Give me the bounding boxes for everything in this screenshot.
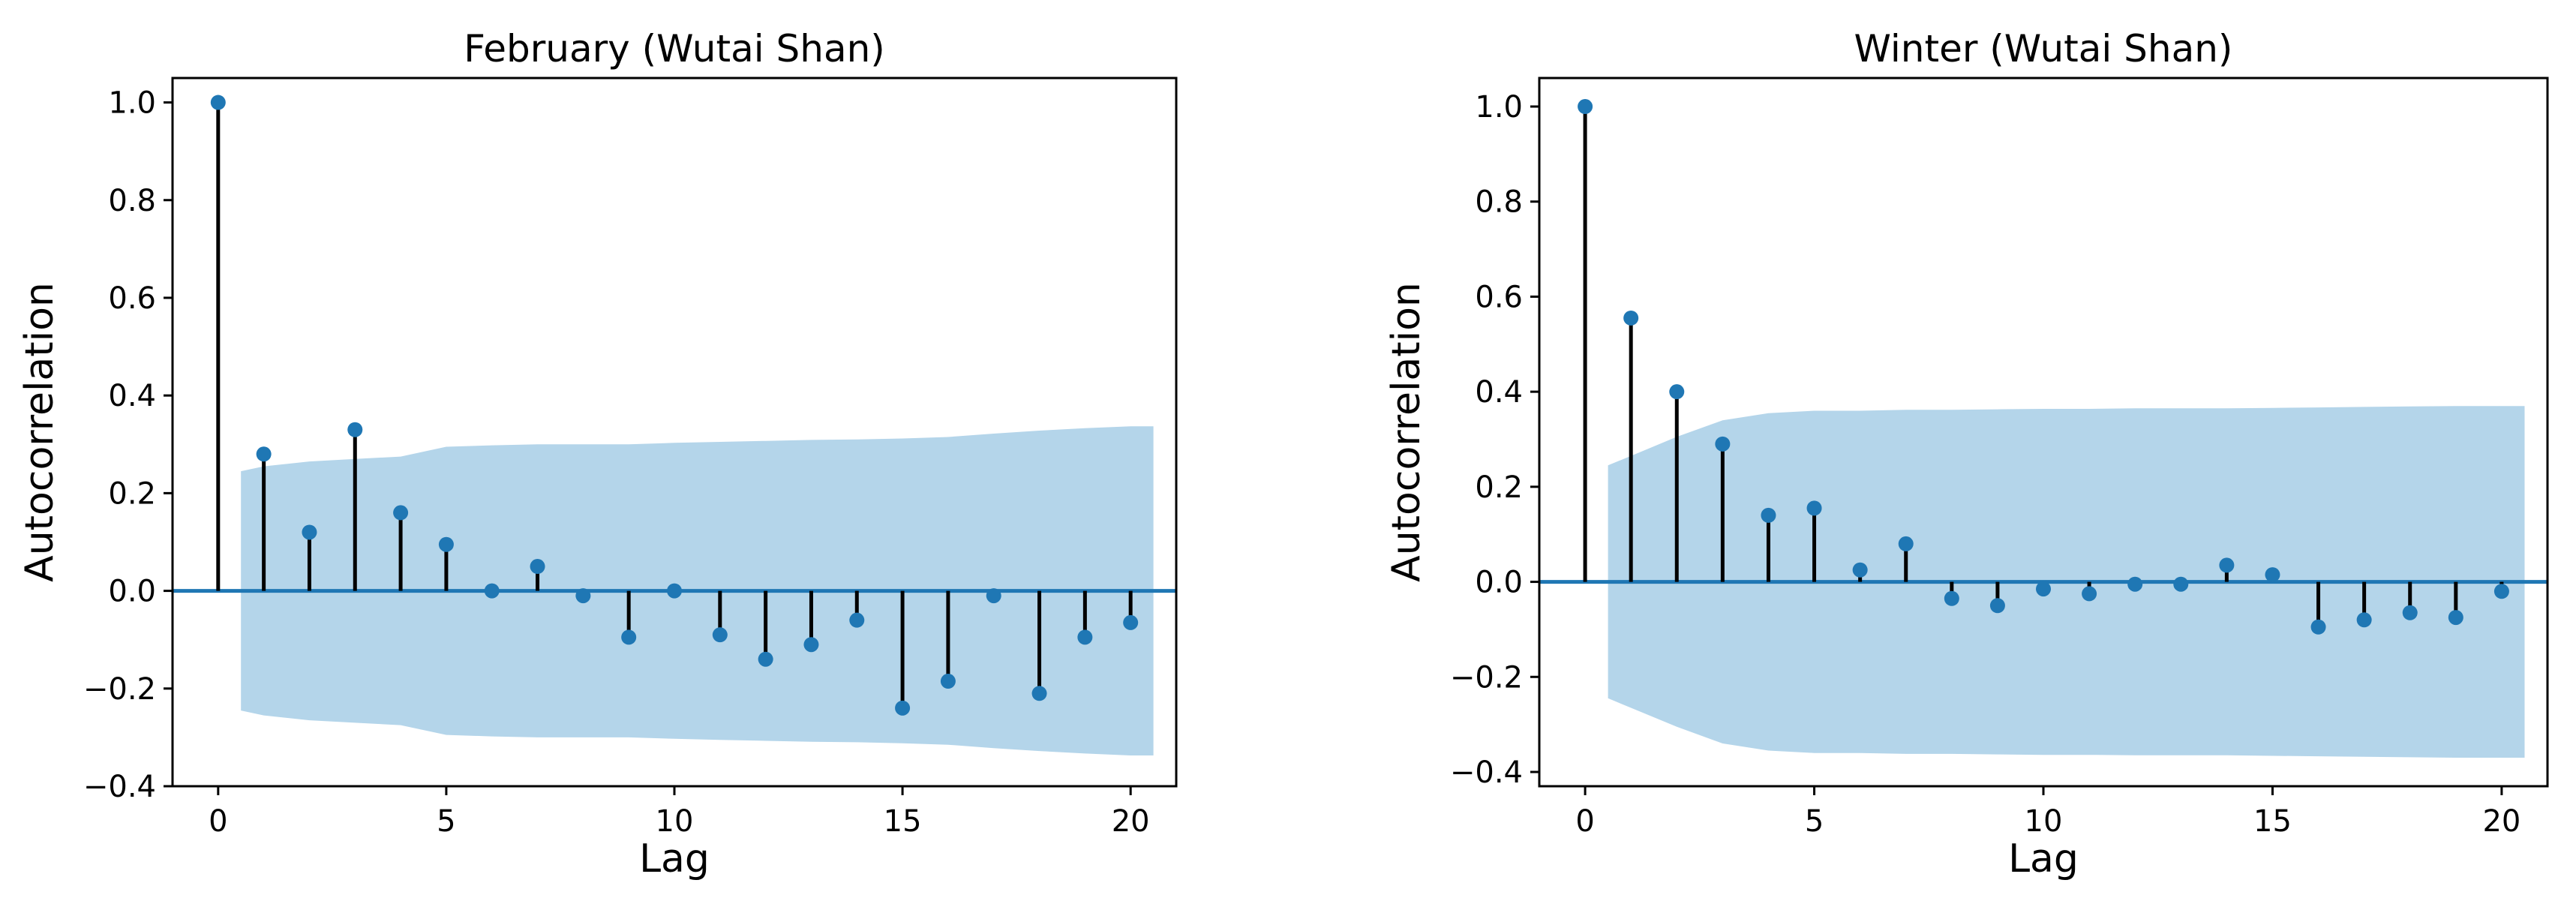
y-tick-label: 0.6 — [108, 281, 156, 316]
marker-lag-0 — [1578, 99, 1593, 115]
markers-group — [1578, 99, 2509, 635]
x-tick-label: 5 — [437, 804, 455, 839]
marker-lag-14 — [849, 612, 865, 628]
y-tick-label: 0.2 — [108, 476, 156, 511]
y-tick-label: −0.4 — [83, 770, 156, 804]
y-tick-label: 0.0 — [1475, 566, 1523, 600]
markers-group — [210, 95, 1139, 716]
y-axis-label: Autocorrelation — [17, 282, 62, 582]
chart-february: 0 5 10 15 20 −0.4 −0.2 0.0 0.2 0.4 0.6 0.8 1.0 Febr… — [17, 27, 1178, 881]
marker-lag-1 — [1623, 310, 1639, 326]
marker-lag-20 — [1123, 614, 1139, 630]
y-ticks: −0.4 −0.2 0.0 0.2 0.4 0.6 0.8 1.0 — [83, 86, 173, 804]
marker-lag-4 — [393, 505, 409, 521]
x-tick-label: 15 — [2253, 804, 2292, 839]
marker-lag-12 — [758, 651, 773, 667]
y-tick-label: 0.4 — [108, 379, 156, 413]
x-tick-label: 15 — [884, 804, 922, 839]
chart-winter: 0 5 10 15 20 −0.4 −0.2 0.0 0.2 0.4 0.6 0.8 1.0 Wint… — [1384, 27, 2549, 881]
marker-lag-4 — [1761, 507, 1776, 523]
marker-lag-7 — [1898, 536, 1914, 551]
marker-lag-0 — [210, 95, 226, 110]
marker-lag-12 — [2127, 576, 2143, 592]
x-tick-label: 10 — [2025, 804, 2063, 839]
x-ticks: 0 5 10 15 20 — [209, 786, 1150, 839]
marker-lag-19 — [1077, 629, 1093, 645]
y-tick-label: 0.0 — [108, 575, 156, 609]
y-tick-label: 0.4 — [1475, 375, 1523, 410]
x-axis-label: Lag — [639, 836, 710, 881]
y-tick-label: 0.6 — [1475, 280, 1523, 314]
y-tick-label: −0.2 — [1450, 660, 1523, 695]
y-tick-label: −0.2 — [83, 672, 156, 707]
marker-lag-18 — [2402, 605, 2418, 620]
x-tick-label: 0 — [209, 804, 227, 839]
y-tick-label: 0.2 — [1475, 470, 1523, 505]
x-axis-label: Lag — [2008, 836, 2079, 881]
marker-lag-16 — [2310, 619, 2326, 635]
marker-lag-3 — [1715, 436, 1731, 452]
marker-lag-10 — [2036, 581, 2051, 597]
marker-lag-19 — [2448, 610, 2463, 626]
y-axis-label: Autocorrelation — [1384, 282, 1429, 582]
marker-lag-15 — [2265, 567, 2280, 583]
marker-lag-8 — [575, 588, 591, 604]
x-tick-label: 0 — [1575, 804, 1594, 839]
chart-title: Winter (Wutai Shan) — [1854, 27, 2233, 71]
x-tick-label: 5 — [1805, 804, 1824, 839]
marker-lag-13 — [2173, 576, 2189, 592]
marker-lag-16 — [940, 674, 956, 689]
y-tick-label: 1.0 — [108, 86, 156, 121]
marker-lag-9 — [1989, 598, 2005, 614]
marker-lag-5 — [1806, 500, 1822, 516]
x-tick-label: 20 — [1112, 804, 1150, 839]
y-tick-label: 0.8 — [108, 184, 156, 218]
marker-lag-1 — [256, 446, 272, 462]
chart-title: February (Wutai Shan) — [464, 27, 885, 71]
marker-lag-11 — [2082, 586, 2097, 602]
marker-lag-11 — [712, 627, 728, 643]
x-tick-label: 20 — [2482, 804, 2520, 839]
marker-lag-10 — [667, 583, 682, 599]
marker-lag-9 — [621, 629, 637, 645]
marker-lag-13 — [803, 637, 819, 653]
y-tick-label: 0.8 — [1475, 185, 1523, 220]
marker-lag-6 — [1852, 562, 1868, 578]
x-ticks: 0 5 10 15 20 — [1575, 786, 2520, 839]
marker-lag-17 — [2356, 612, 2372, 628]
marker-lag-5 — [438, 536, 454, 552]
marker-lag-17 — [986, 588, 1001, 604]
y-tick-label: 1.0 — [1475, 90, 1523, 125]
marker-lag-18 — [1031, 686, 1047, 701]
marker-lag-20 — [2493, 584, 2509, 599]
marker-lag-14 — [2219, 557, 2235, 573]
y-ticks: −0.4 −0.2 0.0 0.2 0.4 0.6 0.8 1.0 — [1450, 90, 1539, 790]
marker-lag-15 — [895, 700, 911, 716]
marker-lag-2 — [302, 524, 317, 540]
marker-lag-8 — [1944, 590, 1959, 606]
marker-lag-3 — [347, 422, 363, 437]
x-tick-label: 10 — [656, 804, 694, 839]
marker-lag-7 — [530, 559, 545, 575]
marker-lag-6 — [484, 583, 500, 599]
marker-lag-2 — [1669, 384, 1685, 400]
y-tick-label: −0.4 — [1450, 755, 1523, 790]
